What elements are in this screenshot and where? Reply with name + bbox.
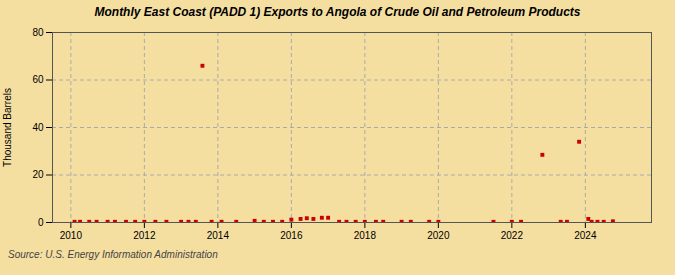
svg-text:Thousand Barrels: Thousand Barrels xyxy=(2,88,13,167)
svg-text:80: 80 xyxy=(32,27,44,38)
svg-text:2012: 2012 xyxy=(133,230,156,241)
svg-text:60: 60 xyxy=(32,74,44,85)
svg-text:2016: 2016 xyxy=(280,230,303,241)
svg-text:2024: 2024 xyxy=(574,230,597,241)
svg-text:2014: 2014 xyxy=(207,230,230,241)
svg-text:2020: 2020 xyxy=(427,230,450,241)
html-text:Source: U.S. Energy Informatio: Source: U.S. Energy Information Administ… xyxy=(8,249,218,260)
svg-text:2018: 2018 xyxy=(354,230,377,241)
html-text:Monthly East Coast (PADD 1) Ex: Monthly East Coast (PADD 1) Exports to A… xyxy=(94,5,581,19)
svg-text:2010: 2010 xyxy=(60,230,83,241)
svg-text:0: 0 xyxy=(38,217,44,228)
svg-text:2022: 2022 xyxy=(501,230,524,241)
svg-text:40: 40 xyxy=(32,122,44,133)
svg-text:20: 20 xyxy=(32,169,44,180)
